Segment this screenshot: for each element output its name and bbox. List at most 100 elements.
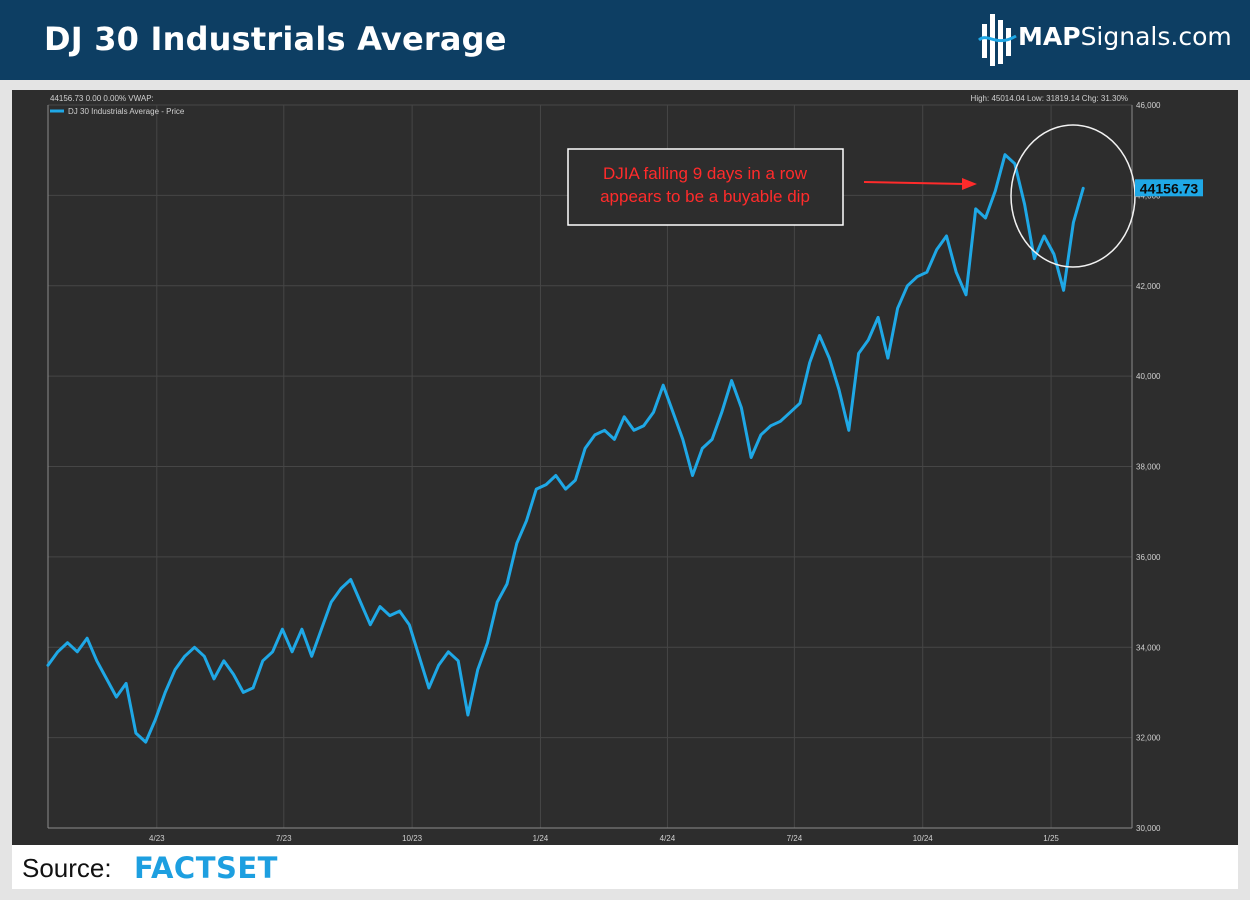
price-point [916, 275, 918, 278]
price-point [1004, 153, 1006, 156]
source-footer: Source: FACTSET [12, 845, 1238, 889]
price-point [740, 407, 743, 409]
price-point [242, 691, 245, 694]
price-point [535, 488, 538, 490]
price-point [320, 628, 323, 630]
mapsignals-mark-icon [978, 14, 1017, 66]
price-point [486, 641, 489, 644]
price-point [135, 732, 137, 734]
price-point [340, 587, 342, 590]
price-point [603, 429, 606, 432]
price-point [516, 542, 518, 545]
price-point [633, 429, 635, 432]
price-point [896, 307, 899, 310]
legend: DJ 30 Industrials Average - Price [50, 107, 185, 116]
price-point [691, 474, 694, 477]
annotation-line-2: appears to be a buyable dip [600, 187, 810, 206]
price-point [1072, 221, 1075, 224]
price-point [183, 655, 186, 658]
price-point [867, 339, 870, 341]
price-point [408, 623, 411, 626]
price-point [125, 682, 127, 685]
mapsignals-logo: MAPSignals.com [976, 8, 1238, 72]
price-point [349, 578, 352, 581]
price-point [1033, 257, 1036, 260]
price-point [672, 411, 674, 414]
highlight-circle [1010, 124, 1136, 268]
price-point [760, 434, 762, 436]
price-point [389, 614, 391, 617]
price-point [769, 425, 772, 427]
x-tick-label: 7/23 [276, 834, 292, 843]
price-point [974, 208, 977, 210]
price-point [223, 660, 225, 662]
price-point [877, 316, 879, 319]
price-point [525, 519, 528, 522]
header-bar: DJ 30 Industrials Average MAPSignals.com [0, 0, 1250, 80]
price-point [193, 646, 196, 649]
last-price-label: 44156.73 [1140, 180, 1199, 196]
x-tick-label: 1/25 [1043, 834, 1059, 843]
price-point [887, 357, 889, 359]
price-point [369, 623, 372, 626]
price-point [262, 660, 264, 662]
price-point [642, 425, 645, 427]
x-tick-label: 4/23 [149, 834, 165, 843]
price-point [447, 651, 450, 653]
price-point [789, 411, 791, 414]
last-price-tag: 44156.73 [1135, 179, 1203, 197]
annotation-line-1: DJIA falling 9 days in a row [603, 164, 808, 183]
price-point [105, 678, 108, 680]
price-point [623, 416, 625, 418]
y-tick-label: 34,000 [1136, 643, 1161, 652]
price-point [818, 334, 821, 337]
source-label: Source: [22, 853, 112, 883]
price-series-line [46, 153, 1085, 744]
price-point [457, 660, 460, 662]
price-point [496, 601, 499, 603]
price-chart: 44156.73 0.00 0.00% VWAP: High: 45014.04… [46, 94, 1203, 843]
price-point [848, 429, 850, 432]
y-tick-label: 42,000 [1136, 282, 1161, 291]
price-point [574, 479, 577, 481]
price-point [281, 628, 284, 630]
price-point [203, 655, 206, 658]
price-points [47, 153, 1084, 743]
price-point [174, 669, 176, 671]
price-point [96, 660, 98, 662]
y-tick-label: 40,000 [1136, 372, 1161, 381]
legend-label: DJ 30 Industrials Average - Price [68, 107, 185, 116]
price-point [467, 714, 469, 716]
price-point [76, 651, 79, 653]
annotation-arrow [863, 178, 977, 190]
price-point [398, 610, 401, 612]
info-left-text: 44156.73 0.00 0.00% VWAP: [50, 94, 154, 103]
y-tick-label: 36,000 [1136, 553, 1161, 562]
x-tick-label: 1/24 [533, 834, 549, 843]
price-point [437, 664, 440, 667]
price-point [1082, 187, 1084, 190]
price-point [945, 235, 948, 237]
price-point [418, 655, 420, 658]
price-point [359, 601, 362, 603]
price-point [213, 678, 215, 680]
price-point [955, 271, 957, 273]
price-point [506, 583, 508, 585]
x-tick-label: 10/24 [913, 834, 934, 843]
price-point [86, 637, 88, 639]
price-point [154, 718, 157, 721]
price-point [711, 438, 713, 441]
price-point [564, 488, 567, 490]
price-point [730, 379, 733, 382]
price-point [935, 248, 938, 251]
price-point [291, 651, 293, 653]
price-point [1014, 162, 1016, 165]
x-tick-label: 10/23 [402, 834, 423, 843]
x-tick-labels: 4/23 7/23 10/23 1/24 4/24 7/24 10/24 1/25 [149, 834, 1059, 843]
price-point [828, 357, 831, 359]
price-point [164, 691, 166, 694]
price-point [1062, 289, 1065, 292]
price-point [701, 447, 704, 450]
price-point [252, 687, 254, 689]
price-point [271, 651, 274, 653]
